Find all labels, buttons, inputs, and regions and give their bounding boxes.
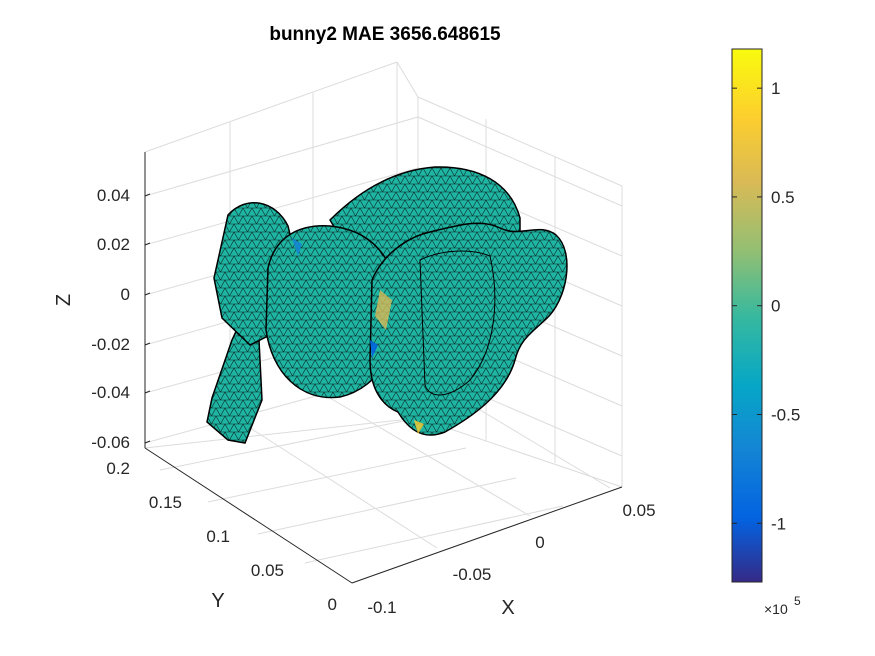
colorbar-exponent: 5 [794,594,801,608]
x-axis-label: X [501,597,514,619]
x-tick: 0 [535,533,544,552]
z-axis-label: Z [53,294,75,306]
y-tick: 0.15 [149,493,182,512]
colorbar-tick-label: -1 [771,514,786,533]
z-tick: -0.04 [91,383,130,402]
bunny-surface [206,166,568,444]
z-tick: -0.02 [91,335,130,354]
x-tick: 0.05 [622,501,655,520]
y-tick: 0 [328,595,337,614]
colorbar-tick-label: 0.5 [771,188,795,207]
colorbar-tick-label: -0.5 [771,405,800,424]
z-tick: 0.02 [97,235,130,254]
colorbar-tick-label: 1 [771,79,780,98]
y-tick: 0.2 [106,459,130,478]
y-axis: 0.2 0.15 0.1 0.05 0 Y [106,459,337,614]
colorbar: 1 0.5 0 -0.5 -1 ×10 5 [731,48,801,617]
z-tick: 0 [121,285,130,304]
y-axis-label: Y [211,590,224,612]
chart-title: bunny2 MAE 3656.648615 [269,24,501,45]
x-tick: -0.05 [453,565,492,584]
colorbar-tick-label: 0 [771,297,780,316]
z-tick: -0.06 [91,433,130,452]
x-axis: -0.1 -0.05 0 0.05 X [367,501,655,619]
z-tick: 0.04 [97,186,130,205]
axis-lines [144,152,623,584]
y-tick: 0.05 [251,561,284,580]
colorbar-exponent-base: ×10 [764,601,788,617]
x-tick: -0.1 [367,598,396,617]
colorbar-gradient [731,48,763,583]
z-axis: 0.04 0.02 0 -0.02 -0.04 -0.06 Z [53,186,130,452]
y-tick: 0.1 [206,527,230,546]
